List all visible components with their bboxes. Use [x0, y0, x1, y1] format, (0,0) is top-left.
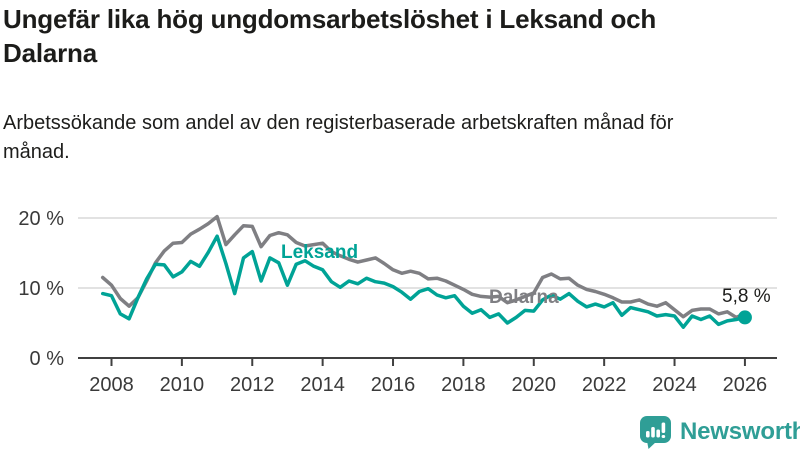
line-chart: 0 % 10 % 20 % 2008 2010 2012 2014 2016 2018 2020 2… — [0, 195, 800, 410]
series-label-leksand: Leksand — [281, 242, 359, 263]
x-tick-label: 2020 — [512, 374, 557, 396]
bar-chart-glyph — [646, 422, 666, 438]
x-tick-label: 2012 — [230, 374, 275, 396]
x-tick-label: 2008 — [89, 374, 134, 396]
x-tick-label: 2014 — [300, 374, 345, 396]
series-label-dalarna: Dalarna — [489, 287, 559, 308]
series-line-leksand — [100, 234, 747, 329]
chart-title: Ungefär lika hög ungdomsarbetslöshet i L… — [3, 4, 657, 68]
x-tick-label: 2018 — [441, 374, 486, 396]
newsworthy-logo-icon — [640, 416, 671, 449]
x-tick-label: 2026 — [723, 374, 768, 396]
chart-canvas: 0 % 10 % 20 % 2008 2010 2012 2014 2016 2018 2020 2… — [18, 208, 777, 396]
x-tick-label: 2022 — [582, 374, 627, 396]
x-tick-label: 2024 — [652, 374, 697, 396]
brand-footer: Newsworthy — [639, 415, 800, 450]
latest-value-label: 5,8 % — [722, 286, 771, 307]
x-tick-label: 2010 — [160, 374, 205, 396]
series-line-dalarna — [100, 214, 747, 320]
y-tick-label: 20 % — [18, 208, 64, 230]
latest-point-marker — [737, 310, 752, 325]
chart-subtitle: Arbetssökande som andel av den registerb… — [3, 112, 674, 163]
x-tick-label: 2016 — [371, 374, 416, 396]
brand-name: Newsworthy — [680, 418, 800, 445]
exclamation-dot — [661, 435, 666, 438]
y-tick-label: 0 % — [30, 348, 65, 370]
y-tick-label: 10 % — [18, 278, 64, 300]
exclamation-bar — [661, 422, 666, 433]
speech-bubble-tail — [647, 441, 657, 449]
